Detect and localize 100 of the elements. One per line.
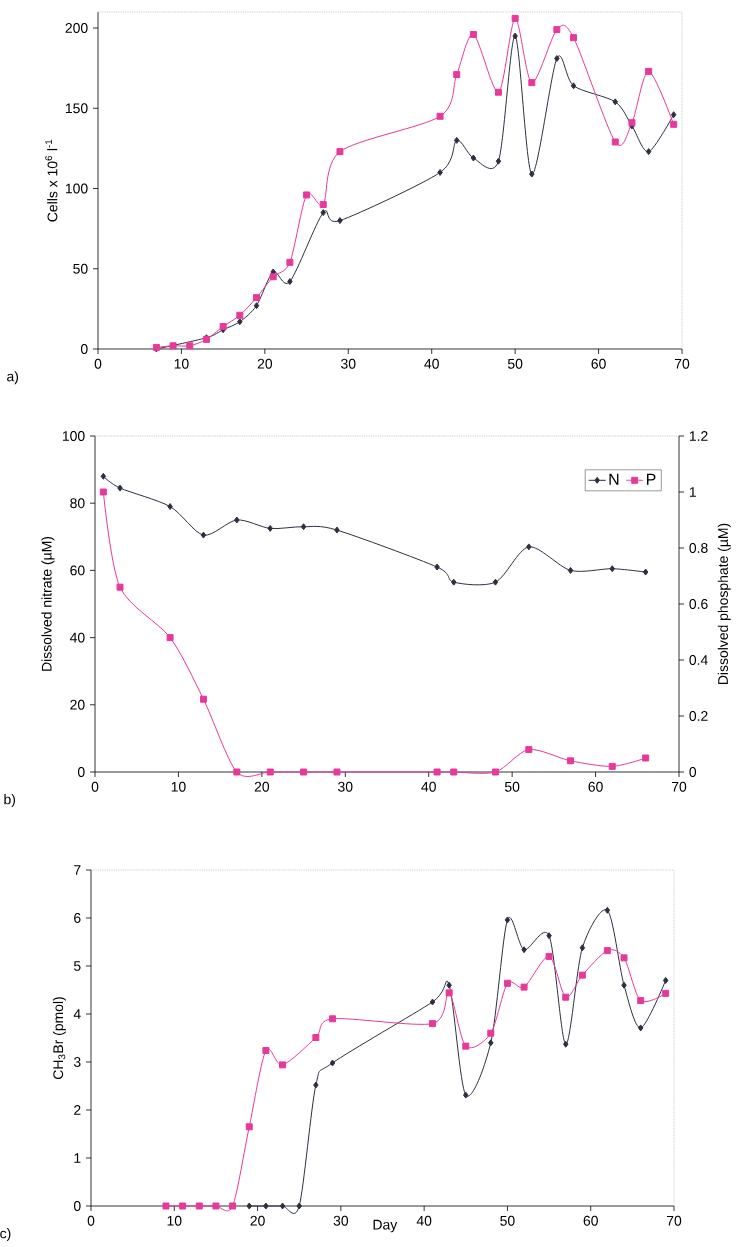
- point: [100, 472, 107, 480]
- y-tick-label: 0: [77, 767, 85, 777]
- point: [287, 278, 293, 286]
- point: [454, 136, 460, 144]
- point: [262, 1046, 270, 1054]
- point: [621, 981, 627, 989]
- x-tick-label: 40: [424, 358, 439, 369]
- point: [528, 79, 536, 87]
- x-tick-label: 60: [583, 1215, 598, 1226]
- x-tick-label: 0: [91, 781, 99, 792]
- point: [445, 989, 453, 997]
- point: [433, 768, 441, 776]
- x-tick-label: 20: [257, 358, 273, 369]
- point: [199, 695, 207, 703]
- point: [116, 583, 124, 591]
- point: [246, 1202, 252, 1210]
- point: [446, 981, 452, 989]
- point: [526, 543, 532, 551]
- point: [470, 154, 477, 162]
- point: [253, 294, 260, 302]
- point: [337, 217, 343, 225]
- point: [334, 526, 340, 534]
- point: [504, 916, 511, 924]
- point: [436, 112, 444, 120]
- point: [553, 26, 561, 34]
- point: [578, 971, 586, 979]
- y2-tick-label: 1.2: [689, 431, 708, 441]
- point: [319, 201, 327, 209]
- point: [279, 1061, 287, 1069]
- point: [300, 523, 307, 531]
- point: [162, 1202, 170, 1210]
- x-tick-label: 70: [671, 781, 687, 792]
- point: [670, 120, 678, 128]
- point: [604, 906, 611, 914]
- point: [487, 1029, 495, 1037]
- y-tick-label: 20: [70, 699, 85, 710]
- point: [620, 954, 628, 962]
- x-tick-label: 30: [341, 358, 356, 369]
- y2-tick-label: 0.2: [689, 711, 708, 721]
- point: [437, 168, 443, 176]
- point: [579, 944, 586, 952]
- y-tick-label: 1: [74, 1153, 81, 1163]
- point: [545, 952, 553, 960]
- point: [300, 768, 308, 776]
- y2-tick-label: 0.4: [689, 655, 708, 665]
- x-tick-label: 50: [504, 781, 520, 792]
- point: [263, 1202, 269, 1210]
- point: [469, 30, 477, 38]
- point: [463, 1091, 469, 1099]
- point: [428, 1020, 436, 1028]
- y-tick-label: 100: [65, 183, 88, 194]
- y2-tick-label: 0.6: [689, 599, 708, 609]
- point: [320, 209, 326, 217]
- point: [99, 488, 107, 496]
- y-tick-label: 60: [70, 565, 85, 576]
- y-tick-label: 200: [65, 23, 88, 33]
- point: [612, 98, 618, 106]
- point: [670, 111, 677, 119]
- y-tick-label: 50: [73, 263, 88, 274]
- point: [233, 768, 241, 776]
- point: [451, 578, 457, 586]
- point: [312, 1034, 320, 1042]
- point: [525, 746, 533, 754]
- point: [169, 342, 177, 350]
- point: [494, 88, 502, 96]
- legend-label: P: [646, 473, 656, 485]
- x-tick-label: 20: [250, 1215, 265, 1226]
- x-axis-title: Day: [373, 1219, 398, 1233]
- y-tick-label: 3: [73, 1057, 81, 1067]
- legend-label: N: [609, 473, 619, 485]
- x-tick-label: 70: [674, 358, 690, 369]
- y-tick-label: 80: [70, 498, 85, 509]
- y-tick-label: 7: [74, 865, 81, 875]
- point: [521, 946, 527, 954]
- y-tick-label: 5: [73, 961, 81, 971]
- x-tick-label: 10: [174, 358, 189, 369]
- point: [511, 14, 519, 22]
- point: [236, 311, 244, 319]
- point: [303, 191, 311, 199]
- point: [570, 34, 578, 42]
- x-tick-label: 40: [416, 1215, 432, 1226]
- point: [562, 993, 570, 1001]
- point: [529, 170, 535, 178]
- y-axis-title: Cells x 10$^{6}$ l$^{-1}$: [45, 139, 58, 222]
- point: [662, 989, 670, 997]
- text: a): [7, 371, 19, 385]
- point: [642, 568, 649, 576]
- point: [166, 634, 174, 642]
- point: [603, 947, 611, 955]
- x-tick-label: 10: [167, 1215, 182, 1226]
- point: [645, 67, 653, 75]
- y2-axis-title: Dissolved phosphate (µM): [717, 523, 731, 685]
- point: [434, 563, 440, 571]
- x-tick-label: 70: [666, 1215, 682, 1226]
- y2-tick-label: 1: [689, 487, 696, 497]
- point: [512, 32, 518, 40]
- y-tick-label: 100: [62, 431, 85, 441]
- point: [450, 768, 458, 776]
- point: [229, 1202, 237, 1210]
- x-tick-label: 0: [94, 358, 102, 369]
